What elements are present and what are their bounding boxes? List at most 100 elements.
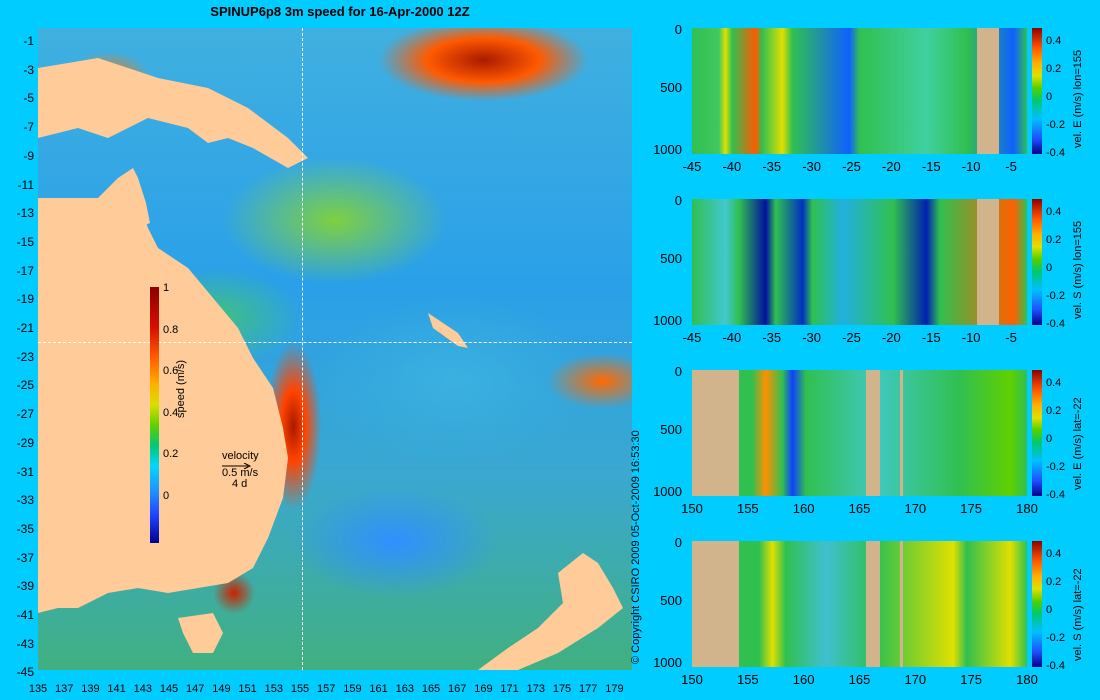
- panel-x-tick: -30: [802, 330, 822, 345]
- map-x-tick: 137: [55, 683, 74, 695]
- panel-colorbar-tick: -0.2: [1046, 632, 1065, 644]
- panel-colorbar-tick: -0.4: [1046, 147, 1065, 159]
- panel-y-tick: 500: [660, 422, 682, 437]
- panel-label: vel. E (m/s) lon=155: [1072, 49, 1084, 148]
- section-land-patch: [866, 541, 880, 667]
- map-x-tick: 147: [186, 683, 205, 695]
- colorbar-label: speed (m/s): [175, 359, 187, 418]
- panel-x-tick: 150: [681, 672, 703, 687]
- panel-x-tick: -20: [881, 330, 901, 345]
- section-land-patch: [866, 370, 880, 496]
- map-x-tick: 151: [238, 683, 257, 695]
- panel-colorbar-tick: 0.4: [1046, 206, 1062, 218]
- panel-x-tick: -15: [921, 159, 941, 174]
- map-y-tick: -39: [16, 579, 34, 594]
- map-x-tick: 141: [107, 683, 126, 695]
- panel-x-tick: 155: [736, 672, 759, 687]
- new-zealand-land: [478, 553, 623, 670]
- colorbar-tick: 0.4: [163, 406, 179, 419]
- panel-x-tick: 175: [960, 501, 983, 516]
- map-x-tick: 173: [526, 683, 545, 695]
- panel-y-tick: 0: [674, 364, 682, 379]
- panel-x-tick: -15: [921, 330, 941, 345]
- map-y-tick: -7: [23, 120, 34, 135]
- section-land-patch: [976, 199, 991, 325]
- map-x-tick: 177: [579, 683, 598, 695]
- panel-colorbar-tick: 0.2: [1046, 576, 1062, 588]
- panel-colorbar-tick: 0.2: [1046, 405, 1062, 417]
- speed-map[interactable]: [38, 28, 632, 670]
- map-y-tick: -5: [23, 91, 34, 106]
- panel-colorbar-tick: 0: [1046, 433, 1053, 445]
- panel-x-tick: -45: [682, 330, 702, 345]
- panel-x-tick: 150: [681, 501, 703, 516]
- panel-x-tick: -45: [682, 159, 702, 174]
- map-y-tick: -13: [16, 206, 34, 221]
- panel-colorbar-tick: -0.4: [1046, 660, 1065, 672]
- velocity-legend-value: 0.5 m/s: [222, 467, 259, 479]
- map-y-tick: -25: [16, 378, 34, 393]
- section-lon-line: [302, 28, 303, 670]
- velocity-legend-days: 4 d: [232, 478, 248, 490]
- map-x-tick: 161: [369, 683, 388, 695]
- australia-land: [38, 168, 288, 613]
- map-y-tick: -19: [16, 292, 34, 307]
- panel-colorbar-tick: 0: [1046, 91, 1053, 103]
- panel-colorbar-tick: 0: [1046, 262, 1053, 274]
- panel-colorbar-tick: 0.4: [1046, 35, 1062, 47]
- panel-x-tick: 180: [1016, 501, 1038, 516]
- panel-y-tick: 500: [660, 593, 682, 608]
- panel-x-tick: -5: [1005, 330, 1017, 345]
- section-panel-3[interactable]: [692, 370, 1027, 496]
- velocity-legend-label: velocity: [222, 450, 259, 462]
- map-y-tick: -1: [23, 34, 34, 48]
- tasmania-land: [178, 613, 223, 653]
- new-guinea-land: [38, 58, 308, 168]
- panel-x-tick: 170: [904, 501, 927, 516]
- map-y-tick: -11: [17, 177, 34, 192]
- map-x-tick: 167: [448, 683, 467, 695]
- panel-colorbar-tick: 0.4: [1046, 377, 1062, 389]
- panel-colorbar-tick: -0.2: [1046, 290, 1065, 302]
- panel-x-tick: 160: [792, 501, 815, 516]
- cape-york-land: [133, 168, 150, 228]
- panel-x-tick: -10: [961, 330, 981, 345]
- section-panel-2[interactable]: [692, 199, 1027, 325]
- panel-colorbar-tick: -0.4: [1046, 318, 1065, 330]
- map-x-tick: 179: [605, 683, 624, 695]
- panel-colorbar-tick: -0.4: [1046, 489, 1065, 501]
- map-y-tick: -35: [16, 521, 34, 536]
- section-land-patch: [899, 370, 904, 496]
- panel-x-tick: -25: [842, 159, 861, 174]
- map-x-tick: 159: [343, 683, 362, 695]
- panel-colorbar: [1032, 370, 1042, 496]
- section-panel-4[interactable]: [692, 541, 1027, 667]
- panel-x-tick: 155: [736, 501, 759, 516]
- panel-y-tick: 500: [660, 80, 682, 95]
- panel-colorbar-tick: -0.2: [1046, 461, 1065, 473]
- map-x-tick: 163: [395, 683, 414, 695]
- panel-colorbar-tick: 0.4: [1046, 548, 1062, 560]
- panel-y-tick: 1000: [653, 313, 682, 328]
- section-land-patch: [988, 28, 999, 154]
- map-y-tick: -37: [16, 550, 34, 565]
- section-land-patch: [692, 370, 739, 496]
- map-x-tick: 165: [421, 683, 441, 695]
- colorbar-tick: 0.2: [163, 448, 179, 460]
- panel-x-tick: 165: [848, 672, 871, 687]
- panel-x-tick: -20: [881, 159, 901, 174]
- panel-x-tick: -30: [802, 159, 822, 174]
- section-panel-1[interactable]: [692, 28, 1027, 154]
- map-y-tick: -41: [16, 608, 34, 622]
- panel-colorbar: [1032, 199, 1042, 325]
- section-land-patch: [692, 541, 739, 667]
- panel-x-tick: -35: [762, 330, 782, 345]
- panel-label: vel. S (m/s) lat=-22: [1072, 568, 1084, 661]
- map-x-tick: 153: [264, 683, 283, 695]
- panel-x-tick: -40: [722, 159, 742, 174]
- panel-x-tick: 170: [904, 672, 927, 687]
- panel-colorbar-tick: -0.2: [1046, 119, 1065, 131]
- panel-colorbar-tick: 0: [1046, 604, 1053, 616]
- map-x-tick: 135: [28, 683, 48, 695]
- section-land-patch: [899, 541, 904, 667]
